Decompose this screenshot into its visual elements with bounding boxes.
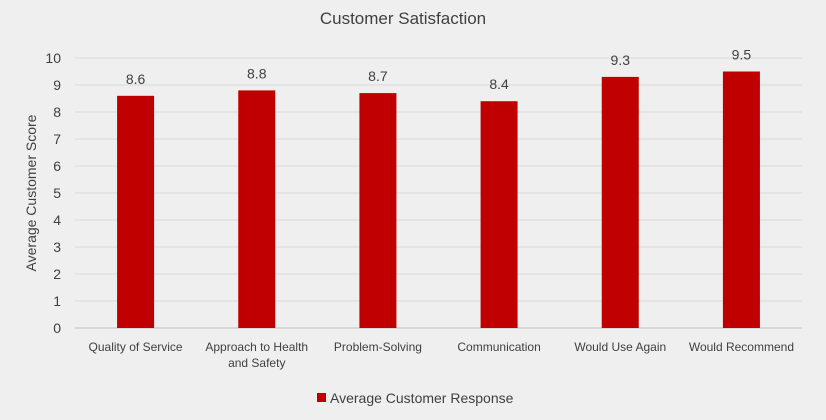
bar: [359, 93, 397, 328]
data-label: 8.4: [489, 76, 509, 92]
data-label: 8.6: [126, 71, 146, 87]
y-tick-label: 4: [53, 212, 61, 228]
chart-title: Customer Satisfaction: [320, 9, 486, 28]
y-tick-label: 2: [53, 266, 61, 282]
gridlines: [75, 57, 802, 329]
data-label: 9.5: [732, 47, 752, 63]
category-label: Approach to Health and Safety: [205, 340, 308, 370]
data-label: 8.7: [368, 68, 388, 84]
y-tick-label: 5: [53, 185, 61, 201]
y-tick-label: 1: [53, 293, 61, 309]
y-tick-label: 7: [53, 131, 61, 147]
legend-swatch: [317, 393, 326, 402]
bar: [722, 71, 760, 328]
category-label: Would Use Again: [574, 340, 666, 354]
bars: [117, 71, 760, 329]
bar: [238, 90, 276, 329]
data-labels: 8.6 8.8 8.7 8.4 9.3 9.5: [126, 47, 752, 93]
category-label: Communication: [457, 340, 540, 354]
category-label: Problem-Solving: [334, 340, 422, 354]
data-label: 8.8: [247, 65, 267, 81]
y-tick-label: 3: [53, 239, 61, 255]
bar: [601, 76, 639, 329]
data-label: 9.3: [611, 52, 631, 68]
legend-label: Average Customer Response: [330, 390, 514, 406]
y-tick-label: 8: [53, 104, 61, 120]
y-tick-label: 9: [53, 77, 61, 93]
y-axis-title: Average Customer Score: [23, 114, 39, 271]
category-label: Would Recommend: [689, 340, 794, 354]
legend: Average Customer Response: [317, 390, 514, 406]
y-tick-label: 0: [53, 320, 61, 336]
y-tick-label: 10: [45, 50, 61, 66]
y-tick-label: 6: [53, 158, 61, 174]
y-axis-ticks: 0 1 2 3 4 5 6 7 8 9 10: [45, 50, 61, 336]
category-labels: Quality of Service Approach to Health and …: [89, 340, 794, 370]
bar: [117, 95, 155, 328]
bar: [480, 101, 518, 328]
category-label: Quality of Service: [89, 340, 183, 354]
